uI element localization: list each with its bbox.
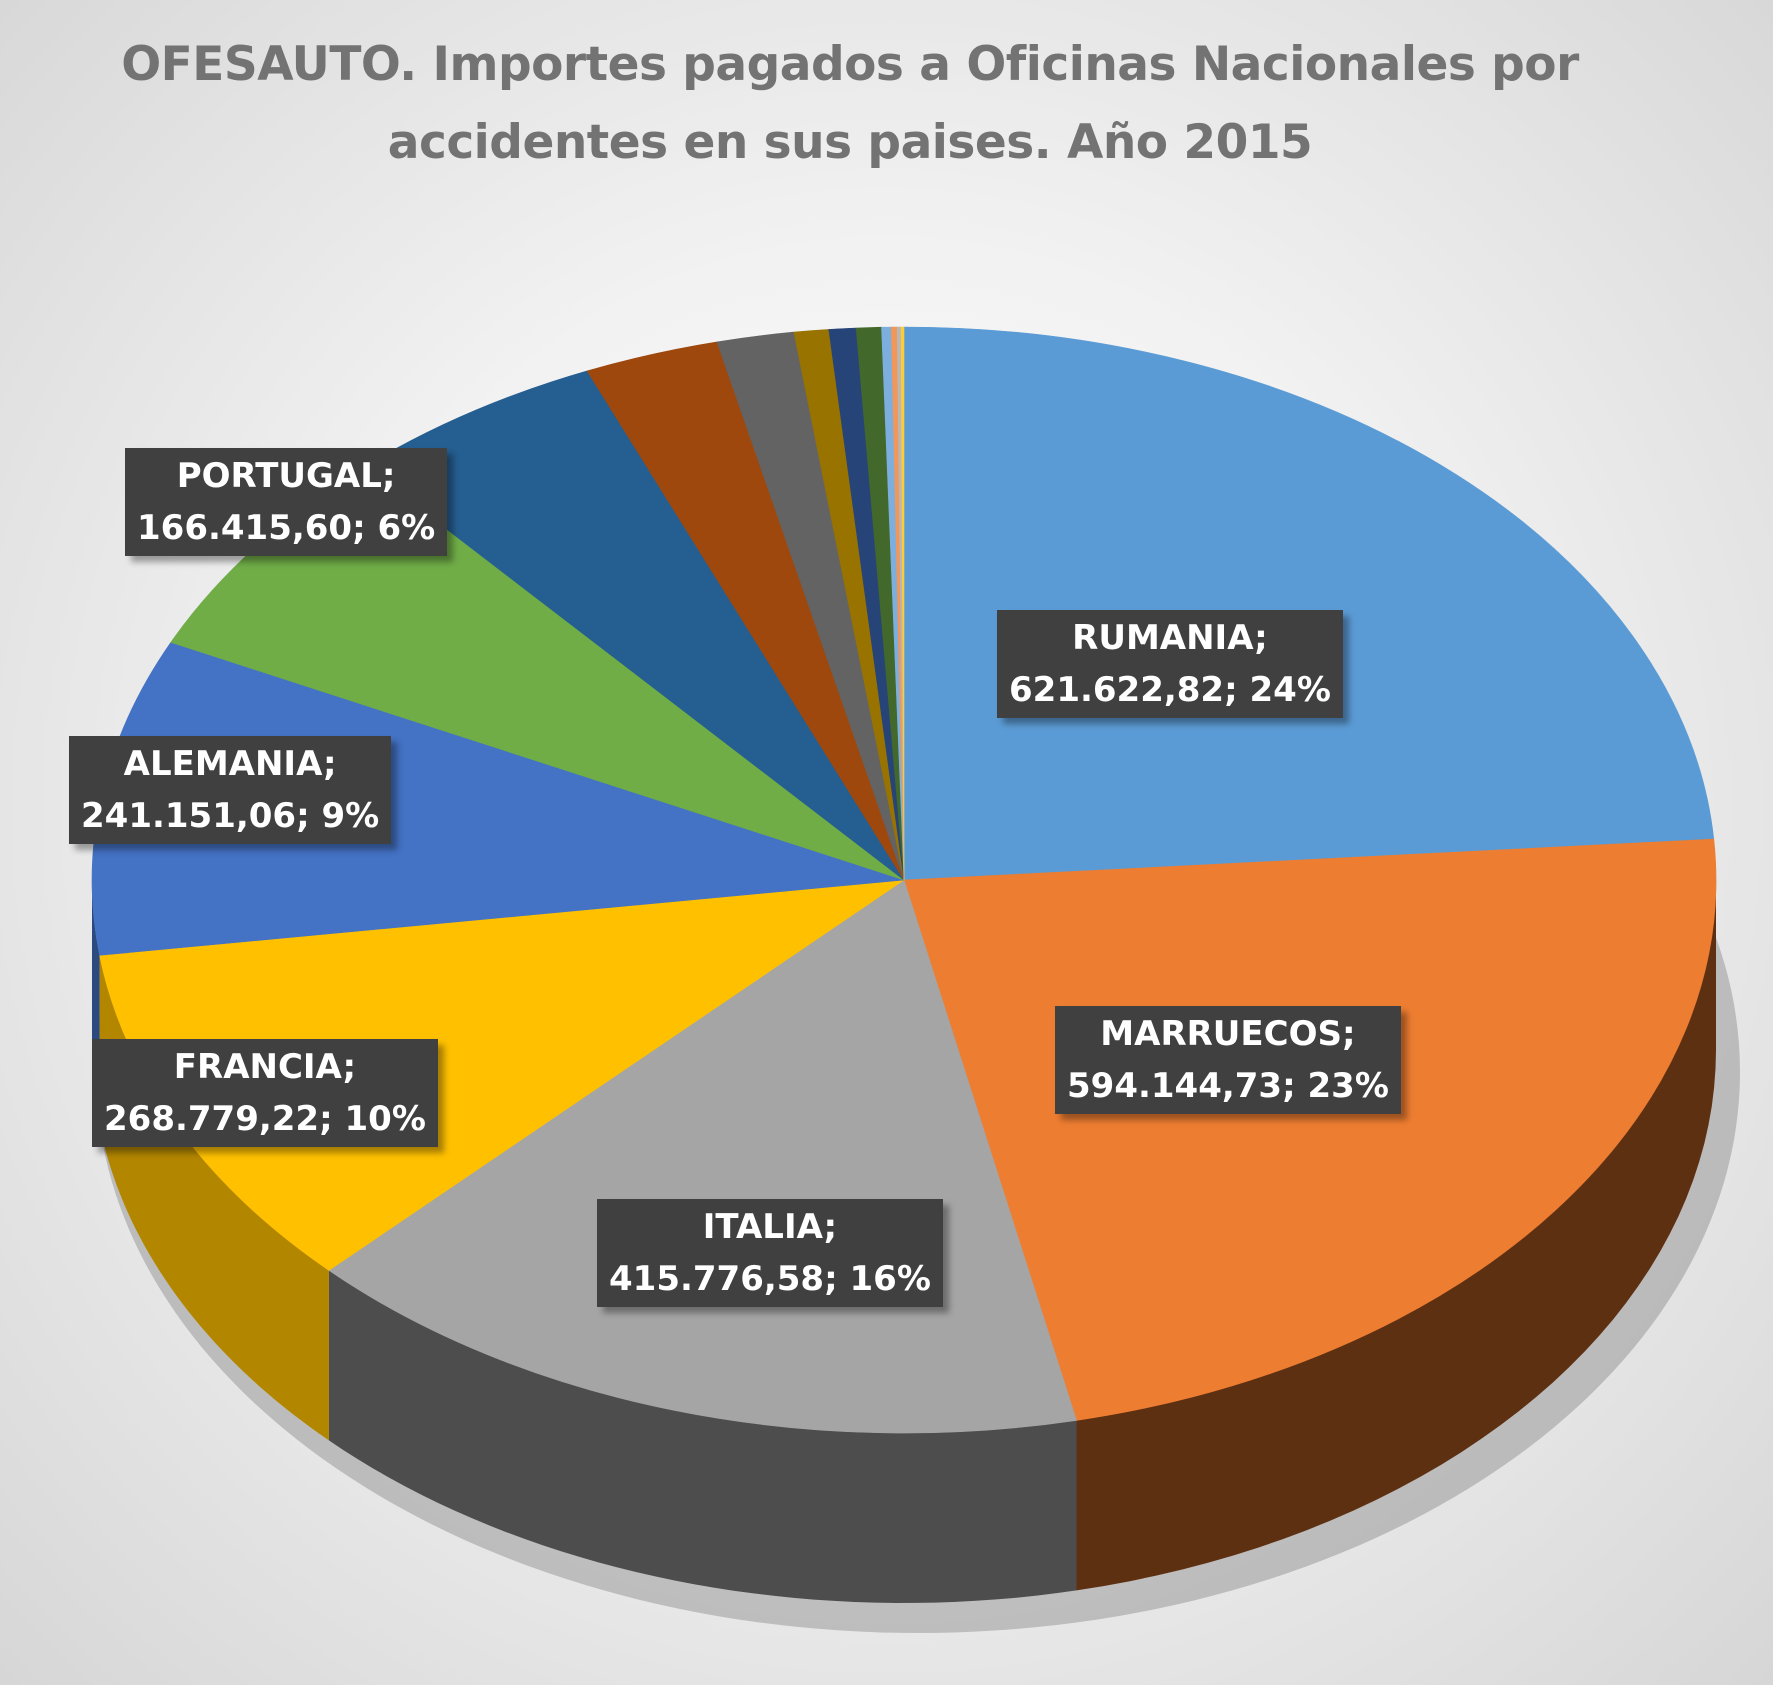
data-label-category: PORTUGAL; (176, 456, 396, 496)
data-label-value: 621.622,82; 24% (1009, 670, 1331, 710)
data-label-francia: FRANCIA; 268.779,22; 10% (92, 1039, 438, 1147)
data-label-value: 268.779,22; 10% (104, 1099, 426, 1139)
pie-side-marruecos (1076, 880, 1716, 1591)
pie-side-francia (99, 955, 329, 1441)
data-label-category: RUMANIA; (1072, 618, 1268, 658)
pie-slice-marruecos (903, 838, 1717, 1421)
pie-top (91, 326, 1717, 1434)
pie-slice-rumania (903, 326, 1715, 881)
pie-slice-slice-15 (900, 326, 905, 881)
data-label-category: ALEMANIA; (123, 744, 337, 784)
data-label-italia: ITALIA; 415.776,58; 16% (597, 1199, 943, 1307)
data-label-category: ITALIA; (702, 1207, 838, 1247)
data-label-value: 415.776,58; 16% (609, 1259, 931, 1299)
data-label-value: 241.151,06; 9% (81, 796, 380, 836)
data-label-value: 166.415,60; 6% (137, 508, 436, 548)
data-label-alemania: ALEMANIA; 241.151,06; 9% (69, 736, 392, 844)
chart-title: OFESAUTO. Importes pagados a Oficinas Na… (121, 37, 1579, 170)
data-label-value: 594.144,73; 23% (1067, 1066, 1389, 1106)
data-label-category: FRANCIA; (173, 1047, 357, 1087)
data-label-portugal: PORTUGAL; 166.415,60; 6% (125, 448, 448, 556)
data-label-rumania: RUMANIA; 621.622,82; 24% (997, 610, 1343, 718)
data-label-marruecos: MARRUECOS; 594.144,73; 23% (1055, 1006, 1401, 1114)
data-label-category: MARRUECOS; (1100, 1014, 1356, 1054)
pie-side-italia (328, 1270, 1077, 1603)
